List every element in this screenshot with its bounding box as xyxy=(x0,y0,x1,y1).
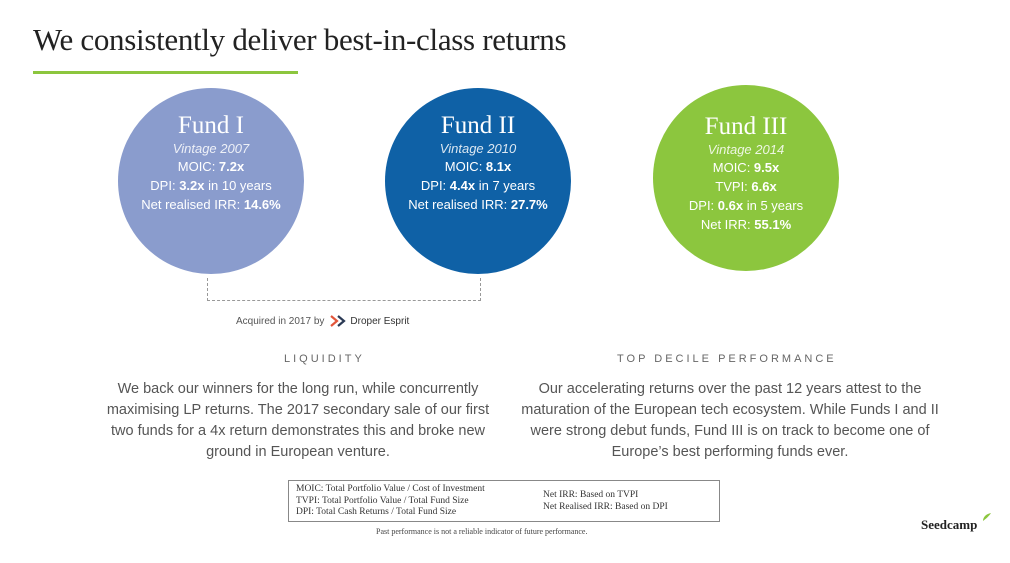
fund-2-irr: Net realised IRR: 27.7% xyxy=(408,197,548,212)
definitions-right: Net IRR: Based on TVPI Net Realised IRR:… xyxy=(543,490,668,512)
acquirer-name: Droper Esprit xyxy=(350,315,410,327)
acquisition-bracket xyxy=(207,278,481,301)
fund-1-circle: Fund I Vintage 2007 MOIC: 7.2x DPI: 3.2x… xyxy=(118,88,304,274)
top-decile-label: TOP DECILE PERFORMANCE xyxy=(617,353,837,365)
slide-title: We consistently deliver best-in-class re… xyxy=(33,22,567,57)
fund-2-vintage: Vintage 2010 xyxy=(439,141,517,156)
fund-3-irr: Net IRR: 55.1% xyxy=(700,217,792,232)
fund-3-dpi: DPI: 0.6x in 5 years xyxy=(688,198,804,213)
fund-2-name: Fund II xyxy=(440,112,516,139)
fund-1-vintage: Vintage 2007 xyxy=(172,141,250,156)
acquisition-note: Acquired in 2017 by Droper Esprit xyxy=(236,315,409,327)
sprout-icon xyxy=(983,513,991,521)
fund-1-dpi: DPI: 3.2x in 10 years xyxy=(150,178,272,193)
fund-3-tvpi: TVPI: 6.6x xyxy=(715,179,777,194)
fund-1-irr: Net realised IRR: 14.6% xyxy=(141,197,281,212)
fund-2-moic: MOIC: 8.1x xyxy=(444,159,512,174)
fund-3-vintage: Vintage 2014 xyxy=(707,142,785,157)
acquisition-text: Acquired in 2017 by xyxy=(236,315,325,327)
definitions-box: MOIC: Total Portfolio Value / Cost of In… xyxy=(288,480,720,522)
title-underline xyxy=(33,71,298,74)
fund-3-circle: Fund III Vintage 2014 MOIC: 9.5x TVPI: 6… xyxy=(653,85,839,271)
liquidity-label: LIQUIDITY xyxy=(284,353,365,365)
fund-1-moic: MOIC: 7.2x xyxy=(177,159,245,174)
fund-2-circle: Fund II Vintage 2010 MOIC: 8.1x DPI: 4.4… xyxy=(385,88,571,274)
seedcamp-logo-text: Seedcamp xyxy=(921,517,978,532)
fund-1-name: Fund I xyxy=(178,112,244,139)
fund-3-moic: MOIC: 9.5x xyxy=(712,160,780,175)
definitions-left: MOIC: Total Portfolio Value / Cost of In… xyxy=(296,484,485,517)
liquidity-paragraph: We back our winners for the long run, wh… xyxy=(106,381,490,460)
droper-esprit-logo-icon xyxy=(330,315,347,327)
fund-2-dpi: DPI: 4.4x in 7 years xyxy=(420,178,536,193)
disclaimer: Past performance is not a reliable indic… xyxy=(376,527,588,536)
fund-3-name: Fund III xyxy=(704,113,788,140)
seedcamp-logo: Seedcamp xyxy=(921,513,991,533)
top-decile-paragraph: Our accelerating returns over the past 1… xyxy=(521,381,939,460)
